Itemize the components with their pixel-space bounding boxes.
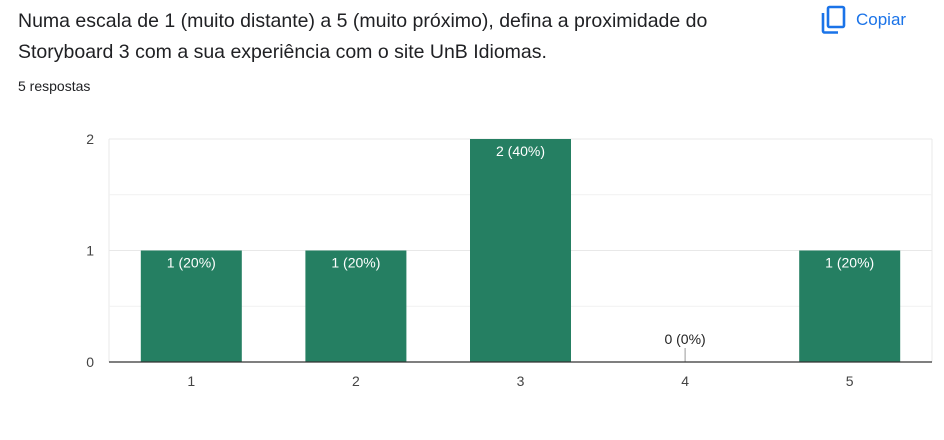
bar [305, 250, 407, 362]
x-tick-label: 5 [846, 373, 854, 389]
y-tick-label: 0 [86, 354, 94, 370]
y-tick-label: 2 [86, 131, 94, 147]
copy-icon [820, 5, 846, 35]
copy-button[interactable]: Copiar [812, 2, 914, 38]
data-label: 1 (20%) [331, 255, 380, 271]
data-label: 0 (0%) [664, 331, 705, 347]
x-tick-label: 2 [352, 373, 360, 389]
x-tick-label: 1 [187, 373, 195, 389]
copy-button-label: Copiar [856, 10, 907, 29]
question-title: Numa escala de 1 (muito distante) a 5 (m… [18, 10, 708, 63]
data-label: 1 (20%) [825, 255, 874, 271]
data-label: 1 (20%) [167, 255, 216, 271]
x-tick-label: 3 [517, 373, 525, 389]
data-label: 2 (40%) [496, 143, 545, 159]
bar [799, 250, 901, 362]
x-tick-label: 4 [681, 373, 689, 389]
bar [470, 139, 571, 362]
response-count: 5 respostas [18, 78, 91, 94]
y-tick-label: 1 [86, 243, 94, 259]
bar [140, 250, 242, 362]
